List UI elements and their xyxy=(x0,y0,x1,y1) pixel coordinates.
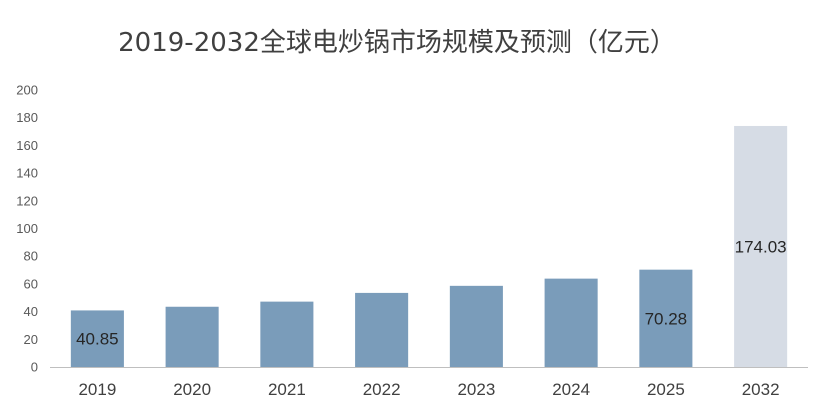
x-tick-label-2019: 2019 xyxy=(78,380,116,399)
y-tick-label: 180 xyxy=(16,110,38,125)
bar-2024 xyxy=(544,278,598,367)
y-tick-label: 200 xyxy=(16,83,38,98)
bars xyxy=(70,125,788,368)
y-axis-ticks: 0 20 40 60 80 100 120 140 160 180 200 xyxy=(16,83,38,375)
x-tick-label-2032: 2032 xyxy=(742,380,780,399)
chart-title: 2019-2032全球电炒锅市场规模及预测（亿元） xyxy=(118,28,676,58)
x-tick-label-2021: 2021 xyxy=(268,380,306,399)
x-tick-label-2025: 2025 xyxy=(647,380,685,399)
y-tick-label: 80 xyxy=(24,249,38,264)
y-tick-label: 100 xyxy=(16,221,38,236)
y-tick-label: 20 xyxy=(24,332,38,347)
bar-2019 xyxy=(70,310,124,367)
data-labels: 40.85 70.28 174.03 xyxy=(76,237,787,348)
bar-2021 xyxy=(260,301,314,367)
y-tick-label: 40 xyxy=(24,304,38,319)
y-tick-label: 0 xyxy=(31,360,38,375)
y-tick-label: 140 xyxy=(16,166,38,181)
bar-2025 xyxy=(639,269,693,367)
data-label-2025: 70.28 xyxy=(645,309,688,328)
data-label-2019: 40.85 xyxy=(76,330,119,349)
x-tick-label-2024: 2024 xyxy=(552,380,590,399)
x-axis-ticks: 2019 2020 2021 2022 2023 2024 2025 2032 xyxy=(78,380,779,399)
y-tick-label: 60 xyxy=(24,276,38,291)
bar-2032 xyxy=(734,125,788,368)
x-tick-label-2022: 2022 xyxy=(363,380,401,399)
y-tick-label: 120 xyxy=(16,193,38,208)
x-tick-label-2020: 2020 xyxy=(173,380,211,399)
bar-2020 xyxy=(165,306,219,367)
y-tick-label: 160 xyxy=(16,138,38,153)
data-label-2032: 174.03 xyxy=(735,237,787,256)
bar-2023 xyxy=(449,285,503,367)
x-tick-label-2023: 2023 xyxy=(457,380,495,399)
bar-2022 xyxy=(355,292,409,367)
